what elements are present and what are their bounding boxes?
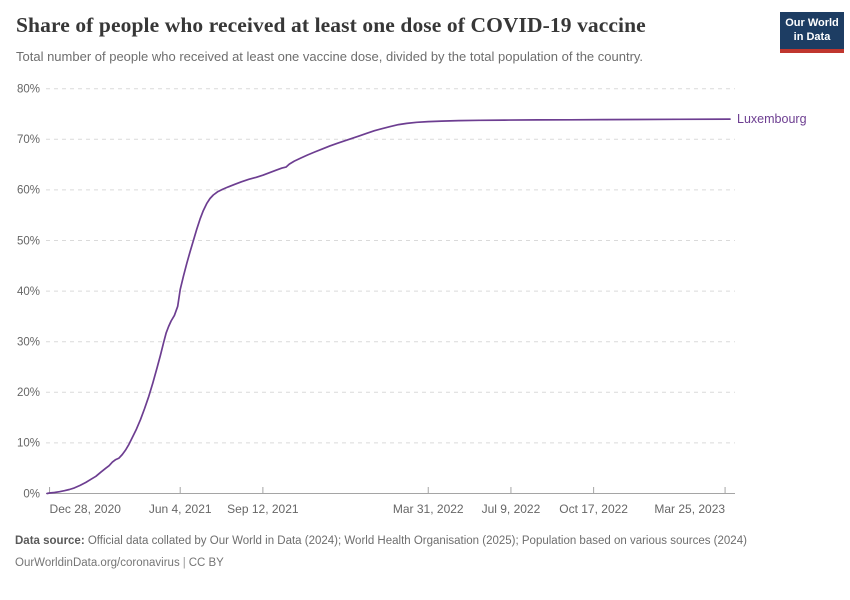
y-tick-label: 0%	[23, 488, 40, 500]
y-tick-label: 50%	[17, 235, 40, 247]
y-tick-label: 10%	[17, 438, 40, 450]
x-tick-label: Mar 31, 2022	[393, 502, 464, 516]
y-tick-label: 80%	[17, 84, 40, 96]
x-tick-label: Mar 25, 2023	[654, 502, 725, 516]
x-tick-label: Jul 9, 2022	[482, 502, 541, 516]
y-tick-label: 30%	[17, 337, 40, 349]
owid-url-link[interactable]: OurWorldinData.org/coronavirus	[15, 556, 180, 569]
footer-links: OurWorldinData.org/coronavirus | CC BY	[15, 555, 827, 573]
chart-title: Share of people who received at least on…	[16, 13, 646, 37]
owid-logo[interactable]: Our World in Data	[780, 12, 844, 53]
chart-footer: Data source: Official data collated by O…	[15, 533, 827, 573]
license-label: CC BY	[188, 556, 224, 569]
y-tick-label: 70%	[17, 134, 40, 146]
data-source-note: Data source: Official data collated by O…	[15, 533, 827, 551]
line-chart-plot: 0% 10% 20% 30% 40% 50% 60% 70% 80% Dec 28, 2020 Ju…	[17, 84, 807, 517]
x-tick-label: Dec 28, 2020	[50, 502, 122, 516]
owid-logo-text: Our World in Data	[780, 12, 844, 49]
y-tick-label: 60%	[17, 185, 40, 197]
y-tick-label: 40%	[17, 286, 40, 298]
y-tick-label: 20%	[17, 387, 40, 399]
series-line-luxembourg	[46, 118, 731, 495]
x-tick-label: Sep 12, 2021	[227, 502, 299, 516]
footer-separator: |	[182, 556, 186, 569]
x-tick-label: Oct 17, 2022	[559, 502, 628, 516]
x-tick-label: Jun 4, 2021	[149, 502, 212, 516]
chart-subtitle: Total number of people who received at l…	[16, 49, 644, 64]
data-source-text: Official data collated by Our World in D…	[84, 535, 747, 547]
series-end-label: Luxembourg	[737, 112, 807, 126]
data-source-label: Data source:	[15, 535, 85, 547]
owid-logo-red-bar	[780, 48, 844, 53]
